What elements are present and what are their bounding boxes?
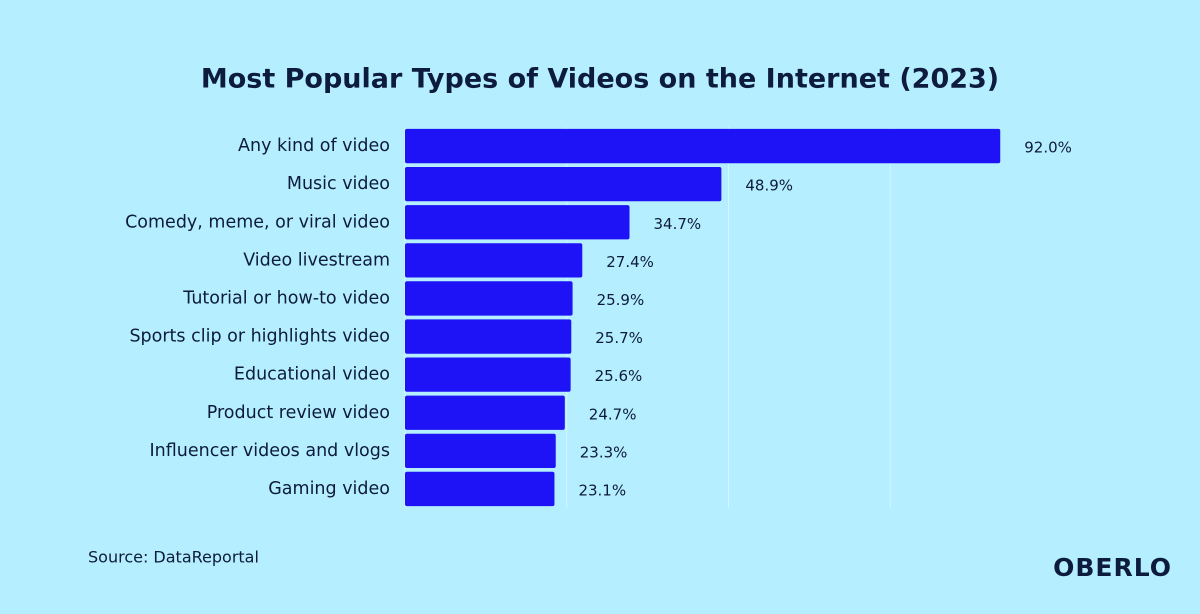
chart-title: Most Popular Types of Videos on the Inte…	[201, 64, 999, 95]
value-label: 25.7%	[595, 329, 643, 347]
bar	[405, 281, 573, 316]
bar	[405, 395, 565, 430]
value-label: 48.9%	[745, 177, 793, 195]
plot-area: Any kind of video 92.0% Music video 48.9% Co…	[125, 127, 1072, 508]
value-label: 25.9%	[597, 291, 645, 309]
value-label: 23.3%	[580, 443, 628, 461]
category-label: Product review video	[207, 403, 390, 423]
bar	[405, 471, 555, 507]
category-label: Any kind of video	[238, 136, 390, 156]
category-label: Comedy, meme, or viral video	[125, 212, 390, 232]
value-label: 25.6%	[595, 367, 643, 385]
category-label: Influencer videos and vlogs	[150, 441, 391, 461]
category-label: Music video	[287, 174, 390, 194]
category-label: Tutorial or how-to video	[182, 288, 390, 308]
logo: OBERLO	[1053, 553, 1172, 582]
bar	[405, 167, 722, 202]
value-label: 24.7%	[589, 405, 637, 423]
bar	[405, 243, 583, 278]
category-label: Gaming video	[268, 479, 390, 499]
bar	[405, 433, 556, 468]
value-label: 92.0%	[1024, 139, 1072, 157]
value-label: 23.1%	[578, 481, 626, 499]
source: Source: DataReportal	[88, 548, 259, 567]
bar	[405, 357, 571, 392]
category-label: Sports clip or highlights video	[129, 327, 390, 347]
category-label: Educational video	[234, 365, 390, 385]
value-label: 27.4%	[606, 253, 654, 271]
bar	[405, 205, 630, 240]
bar	[405, 128, 1001, 164]
category-label: Video livestream	[243, 250, 390, 270]
value-label: 34.7%	[654, 215, 702, 233]
bar	[405, 319, 572, 354]
